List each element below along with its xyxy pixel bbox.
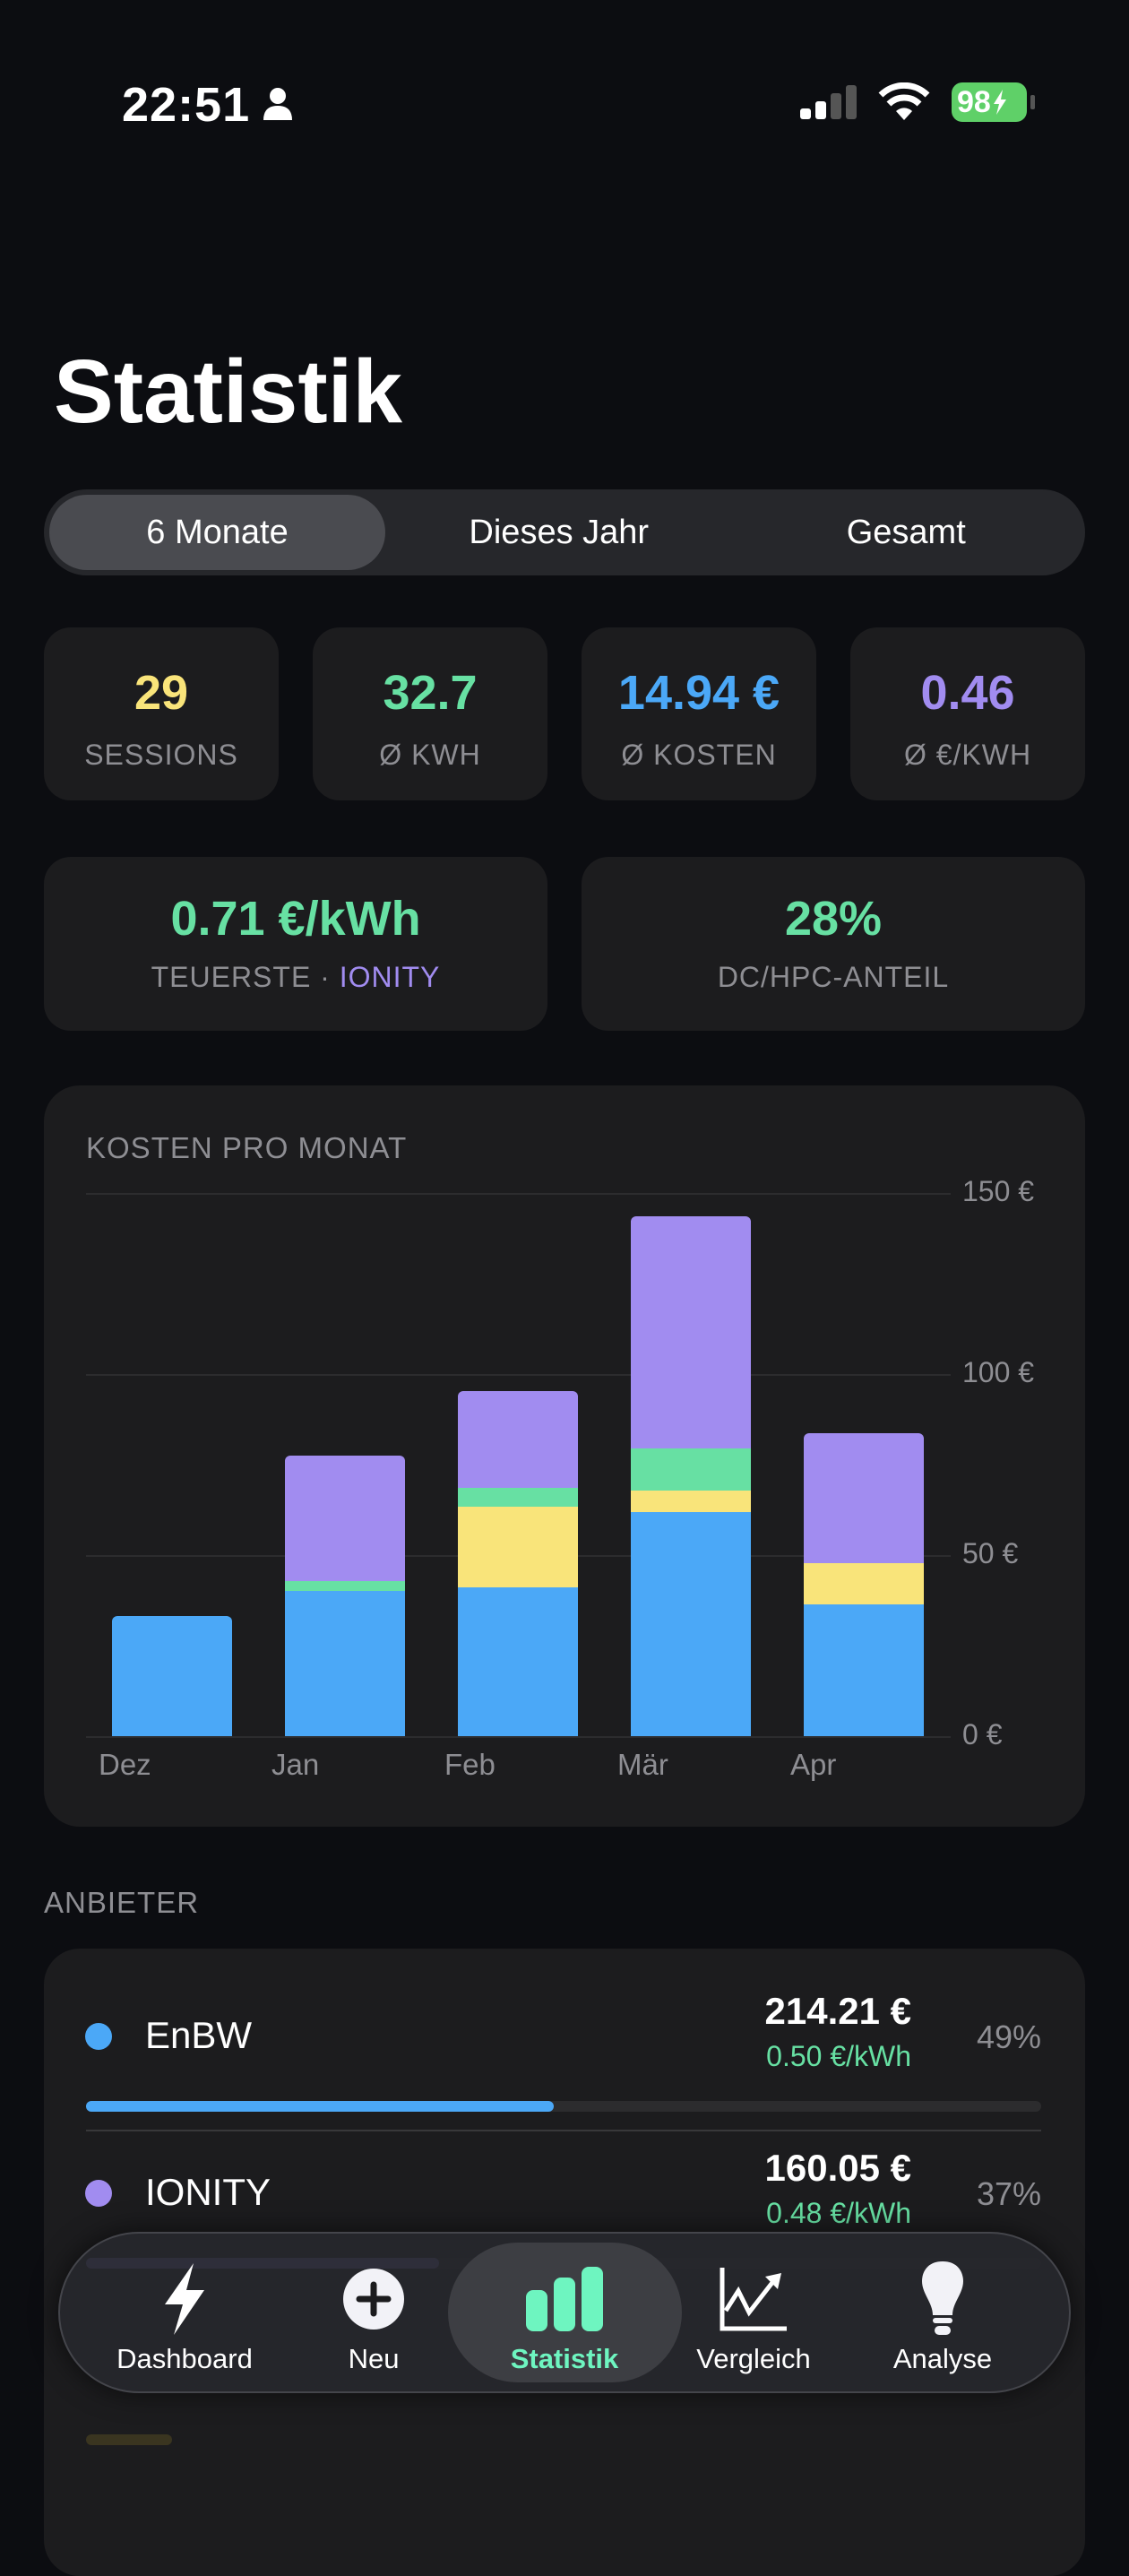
chart-title: KOSTEN PRO MONAT [86,1131,408,1164]
bar-segment [458,1506,578,1587]
bar-segment [804,1562,924,1605]
y-tick-label: 100 € [962,1356,1035,1388]
y-tick-label: 150 € [962,1175,1035,1207]
bar-segment [458,1586,578,1737]
stat-label: Ø €/KWH [903,739,1032,771]
bar-segment [112,1615,232,1737]
provider-share-fill [86,2101,555,2112]
dc-share-value: 28% [784,892,883,946]
bar-segment [631,1448,751,1491]
tab-neu[interactable]: Neu [284,2259,463,2375]
bar-segment [631,1511,751,1737]
divider [86,2130,1041,2131]
gridline [86,1374,951,1376]
tab-analyse[interactable]: Analyse [853,2259,1032,2375]
period-segmented-control[interactable]: 6 Monate Dieses Jahr Gesamt [44,489,1085,575]
tab-statistik[interactable]: Statistik [475,2259,654,2375]
bar-segment [285,1590,405,1737]
battery-indicator: 98 [952,82,1027,122]
x-tick-label: Mär [617,1748,668,1781]
provider-progress-partial [86,2434,172,2445]
battery-level: 98 [957,85,991,119]
wifi-icon [878,82,930,120]
most-expensive-value: 0.71 €/kWh [170,892,421,946]
dc-share-label: DC/HPC-ANTEIL [717,961,950,993]
provider-price: 0.50 €/kWh [766,2040,911,2072]
segment-6-months[interactable]: 6 Monate [49,495,385,570]
stat-value: 14.94 € [617,666,780,720]
lightbulb-icon [853,2259,1032,2339]
dc-share-card: 28% DC/HPC-ANTEIL [582,857,1085,1031]
stat-value: 29 [134,666,189,720]
bar-segment [804,1433,924,1564]
bar-segment [285,1456,405,1582]
provider-name: IONITY [339,961,441,993]
tab-label: Analyse [892,2343,993,2374]
bar-segment [631,1216,751,1449]
signal-icon [800,85,857,119]
stat-label: SESSIONS [84,739,238,771]
segment-this-year[interactable]: Dieses Jahr [469,514,650,551]
stat-value: 0.46 [920,666,1015,720]
stat-card: 29 SESSIONS [44,627,279,800]
stat-card: 14.94 € Ø KOSTEN [582,627,816,800]
stat-label: Ø KOSTEN [621,739,777,771]
most-expensive-label: TEUERSTE · IONITY [44,961,547,994]
segment-total[interactable]: Gesamt [846,514,966,551]
bar-segment [458,1487,578,1507]
charging-bolt-icon [993,90,1006,115]
provider-percent: 37% [976,2175,1041,2212]
page-title: Statistik [54,341,403,442]
provider-amount: 160.05 € [764,2147,912,2189]
trend-chart-icon [664,2259,843,2339]
provider-name: IONITY [145,2171,271,2213]
provider-color-dot [85,2023,112,2050]
battery-cap [1030,95,1035,109]
stat-card: 0.46 Ø €/KWH [850,627,1085,800]
tab-dashboard[interactable]: Dashboard [95,2259,274,2375]
bar-segment [458,1391,578,1489]
tab-label: Dashboard [116,2343,253,2374]
provider-color-dot [85,2180,112,2207]
stat-label: Ø KWH [379,739,481,771]
gridline [86,1736,951,1738]
provider-amount: 214.21 € [764,1990,912,2032]
x-tick-label: Jan [271,1748,320,1781]
bar-chart-icon [475,2259,654,2339]
x-tick-label: Apr [790,1748,837,1781]
x-tick-label: Feb [444,1748,496,1781]
bolt-icon [95,2259,274,2339]
tab-label: Neu [348,2343,400,2374]
bar-segment [285,1580,405,1592]
y-tick-label: 50 € [962,1537,1019,1569]
person-icon [263,88,292,120]
gridline [86,1193,951,1195]
stat-value: 32.7 [383,666,478,720]
provider-percent: 49% [976,2018,1041,2055]
x-tick-label: Dez [99,1748,151,1781]
bar-segment [804,1604,924,1737]
tab-label: Vergleich [696,2343,811,2374]
providers-section-title: ANBIETER [44,1886,200,1919]
label-text: TEUERSTE [151,961,312,993]
stat-card: 32.7 Ø KWH [313,627,547,800]
bar-segment [631,1490,751,1513]
provider-name: EnBW [145,2014,253,2056]
separator: · [311,961,340,993]
provider-share-bar [86,2101,1041,2112]
tab-label: Statistik [510,2343,619,2374]
provider-price: 0.48 €/kWh [766,2197,911,2229]
status-time: 22:51 [122,78,251,132]
most-expensive-card: 0.71 €/kWh TEUERSTE · IONITY [44,857,547,1031]
tab-vergleich[interactable]: Vergleich [664,2259,843,2375]
plus-circle-icon [284,2259,463,2339]
y-tick-label: 0 € [962,1718,1003,1750]
